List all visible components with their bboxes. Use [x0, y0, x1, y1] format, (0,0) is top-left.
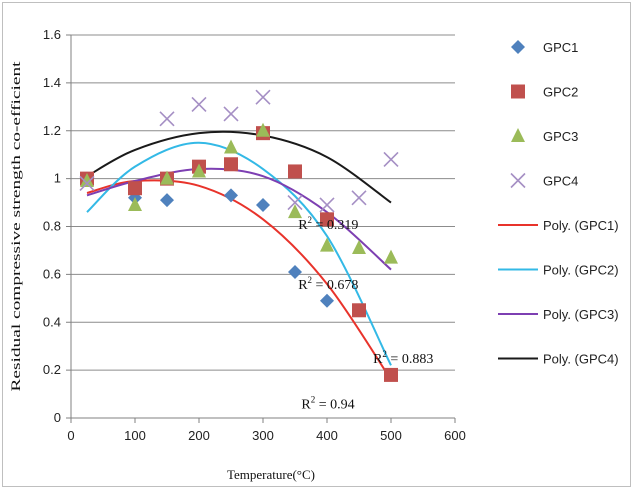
- y-tick-label: 1.2: [43, 123, 61, 138]
- trendlines: [86, 130, 392, 381]
- point-gpc4: [159, 111, 175, 127]
- point-gpc3: [80, 173, 94, 188]
- point-gpc4: [223, 106, 239, 122]
- point-gpc3: [384, 249, 398, 264]
- point-gpc3: [288, 204, 302, 219]
- point-gpc1: [224, 188, 238, 203]
- x-tick-label: 100: [124, 428, 146, 443]
- point-gpc2: [288, 164, 302, 179]
- point-gpc4: [79, 175, 95, 191]
- point-gpc4: [287, 194, 303, 211]
- point-gpc2: [224, 157, 238, 172]
- legend-marker-gpc2: [511, 84, 525, 99]
- point-gpc4: [351, 190, 367, 206]
- chart-svg: 0 0.2 0.4 0.6 0.8 1 1.2 1.4 1.6 0 100 200 300 400 500…: [8, 27, 619, 482]
- x-tick-label: 500: [380, 428, 402, 443]
- point-gpc3: [192, 163, 206, 178]
- point-gpc2: [128, 181, 142, 196]
- point-gpc3: [352, 240, 366, 255]
- y-tick-label: 1.4: [43, 75, 61, 90]
- x-tick-label: 200: [188, 428, 210, 443]
- y-tick-label: 0: [54, 410, 61, 425]
- legend-label-gpc4: GPC4: [543, 174, 578, 189]
- point-gpc3: [160, 170, 174, 185]
- legend-label-gpc3: GPC3: [543, 129, 578, 144]
- legend-label-gpc1: GPC1: [543, 40, 578, 55]
- legend: GPC1 GPC2 GPC3 GPC4 Poly. (GPC1) Poly. (GPC2)…: [498, 40, 619, 367]
- x-tick-label: 300: [252, 428, 274, 443]
- axes: [66, 34, 456, 423]
- legend-marker-gpc3: [511, 128, 525, 142]
- point-gpc4: [319, 197, 335, 213]
- x-axis-title: Temperature(°C): [227, 467, 315, 482]
- r-squared-label: R2 = 0.94: [301, 395, 354, 413]
- r-squared-label: R2 = 0.883: [373, 349, 433, 367]
- point-gpc4: [255, 89, 271, 105]
- r-squared-label: R2 = 0.319: [298, 215, 358, 233]
- point-gpc1: [160, 193, 174, 208]
- y-tick-label: 0.6: [43, 266, 61, 281]
- y-tick-label: 0.8: [43, 219, 61, 234]
- r-squared-label: R2 = 0.678: [298, 275, 358, 293]
- legend-label-trend-gpc1: Poly. (GPC1): [543, 218, 619, 233]
- y-tick-labels: 0 0.2 0.4 0.6 0.8 1 1.2 1.4 1.6: [43, 27, 61, 425]
- point-gpc3: [320, 237, 334, 252]
- chart-frame: 0 0.2 0.4 0.6 0.8 1 1.2 1.4 1.6 0 100 200 300 400 500…: [2, 2, 631, 487]
- point-gpc2: [384, 367, 398, 382]
- r-squared-annotations: R2 = 0.319 R2 = 0.678 R2 = 0.883 R2 = 0.94: [298, 215, 433, 413]
- point-gpc3: [256, 122, 270, 137]
- trendline-gpc2: [86, 141, 392, 366]
- point-gpc2: [320, 212, 334, 227]
- y-tick-label: 1: [54, 171, 61, 186]
- legend-label-trend-gpc4: Poly. (GPC4): [543, 352, 619, 367]
- point-gpc4: [383, 151, 399, 168]
- legend-label-trend-gpc2: Poly. (GPC2): [543, 263, 619, 278]
- y-axis-title: Residual compressive strength co-efficie…: [8, 61, 23, 392]
- point-gpc1: [256, 197, 270, 212]
- legend-label-trend-gpc3: Poly. (GPC3): [543, 307, 619, 322]
- x-tick-labels: 0 100 200 300 400 500 600: [67, 428, 465, 443]
- legend-marker-gpc4: [510, 172, 526, 189]
- data-points: [79, 89, 399, 382]
- x-tick-label: 600: [444, 428, 466, 443]
- x-tick-label: 0: [67, 428, 74, 443]
- x-tick-label: 400: [316, 428, 338, 443]
- point-gpc4: [191, 96, 207, 112]
- trendline-gpc4: [86, 130, 392, 204]
- point-gpc2: [352, 303, 366, 318]
- point-gpc3: [128, 196, 142, 211]
- y-tick-label: 1.6: [43, 27, 61, 42]
- y-tick-label: 0.2: [43, 362, 61, 377]
- point-gpc3: [224, 139, 238, 154]
- point-gpc1: [288, 264, 302, 279]
- point-gpc1: [320, 293, 334, 308]
- y-tick-label: 0.4: [43, 314, 61, 329]
- legend-label-gpc2: GPC2: [543, 85, 578, 100]
- legend-marker-gpc1: [511, 40, 525, 54]
- trendline-gpc3: [86, 167, 392, 271]
